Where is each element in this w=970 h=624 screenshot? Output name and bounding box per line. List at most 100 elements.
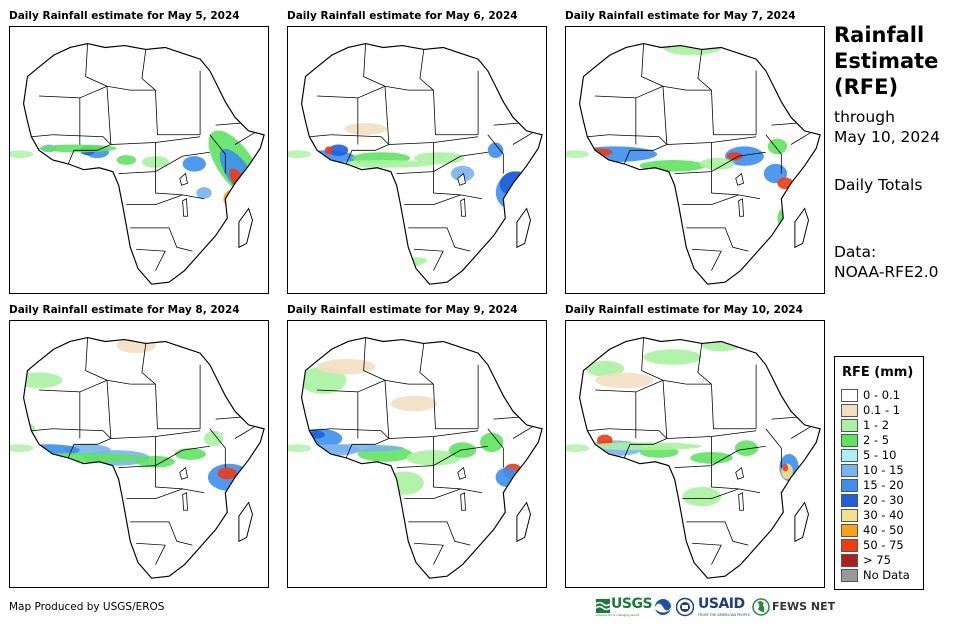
country-border [608,428,668,439]
legend-swatch [841,524,858,537]
country-border [635,85,712,99]
rainfall-cell [23,372,63,389]
rainfall-overlay [301,43,539,273]
country-border [118,445,210,468]
country-border [686,227,749,252]
country-border [587,134,609,138]
africa-coastline [22,43,265,285]
legend-swatch [841,539,858,552]
data-label: Data: [834,243,877,261]
country-border [155,384,201,430]
legend-item: 40 - 50 [841,523,921,538]
country-border [487,134,504,174]
product-title-line: (RFE) [834,75,899,99]
rainfall-cell [682,486,722,507]
country-border [357,85,434,99]
usaid-logo: USAID FROM THE AMERICAN PEOPLE [698,596,750,618]
country-border [487,428,504,468]
rainfall-cell [390,395,438,412]
legend-swatch [841,404,858,417]
country-border [130,227,193,252]
rainfall-cell [23,572,69,579]
country-border [662,380,668,439]
panel-title: Daily Rainfall estimate for May 5, 2024 [9,10,240,22]
country-border [396,151,488,174]
rainfall-overlay [301,358,523,495]
country-border [608,134,668,145]
legend-label: 0 - 0.1 [863,388,901,402]
country-border [209,134,226,174]
rainfall-cell [643,349,702,365]
rainfall-cell [235,481,251,493]
rainfall-map [287,26,547,294]
fewsnet-logo-text: FEWS NET [772,600,836,613]
africa-coastline [300,337,543,579]
madagascar-outline [516,501,531,543]
country-border [209,428,226,468]
lake-outline [738,492,744,511]
country-border [141,343,156,385]
usaid-logo-text: USAID [698,596,745,612]
country-border [623,144,668,165]
country-border [697,49,712,91]
country-border [345,438,390,459]
country-border [682,194,761,206]
country-border [674,151,766,174]
rainfall-cell [480,432,504,453]
rainfall-cell [513,192,529,205]
africa-map-svg [288,337,543,579]
legend-item: 15 - 20 [841,478,921,493]
rainfall-cell [23,232,53,247]
country-border [790,132,811,145]
usgs-tagline: science for a changing world [596,613,640,617]
country-border [118,151,210,174]
legend-swatch [841,509,858,522]
map-credit: Map Produced by USGS/EROS [9,601,165,613]
country-border [674,445,766,468]
africa-map-svg [10,337,265,579]
country-border [641,43,664,87]
rainfall-map [287,320,547,588]
legend-label: 20 - 30 [863,493,904,507]
legend-swatch [841,569,858,582]
noaa-emblem-icon [654,598,672,616]
country-border [67,144,112,165]
legend-label: No Data [863,568,910,582]
legend-swatch [841,419,858,432]
rainfall-cell [203,430,224,447]
legend-swatch [841,434,858,447]
africa-coastline [578,43,821,285]
rainfall-cell [591,568,638,579]
country-border [697,343,712,385]
legend-item: No Data [841,568,921,583]
rainfall-cell [39,144,117,153]
rainfall-cell [328,144,349,157]
country-border [130,521,193,546]
legend-item: 0 - 0.1 [841,388,921,403]
country-border [765,134,782,174]
ocean-rainfall-cell [10,444,34,453]
legend-label: 10 - 15 [863,463,904,477]
rainfall-cell [639,160,706,172]
lake-outline [460,492,466,511]
legend-label: 5 - 10 [863,448,897,462]
panel-title: Daily Rainfall estimate for May 7, 2024 [565,10,796,22]
country-border [408,521,471,546]
rainfall-cell [174,448,206,460]
legend-swatch [841,554,858,567]
country-border [106,380,112,439]
country-border [686,521,749,546]
madagascar-outline [794,207,809,249]
legend-item: 5 - 10 [841,448,921,463]
country-border [711,436,739,490]
rainfall-cell [324,146,333,155]
country-border [493,416,519,420]
usaid-tagline: FROM THE AMERICAN PEOPLE [698,613,751,617]
lake-outline [457,466,466,480]
rainfall-map [9,26,269,294]
lake-outline [738,198,744,217]
country-border [711,142,739,196]
legend-swatch [841,494,858,507]
africa-coastline [300,43,543,285]
country-border [155,436,183,490]
